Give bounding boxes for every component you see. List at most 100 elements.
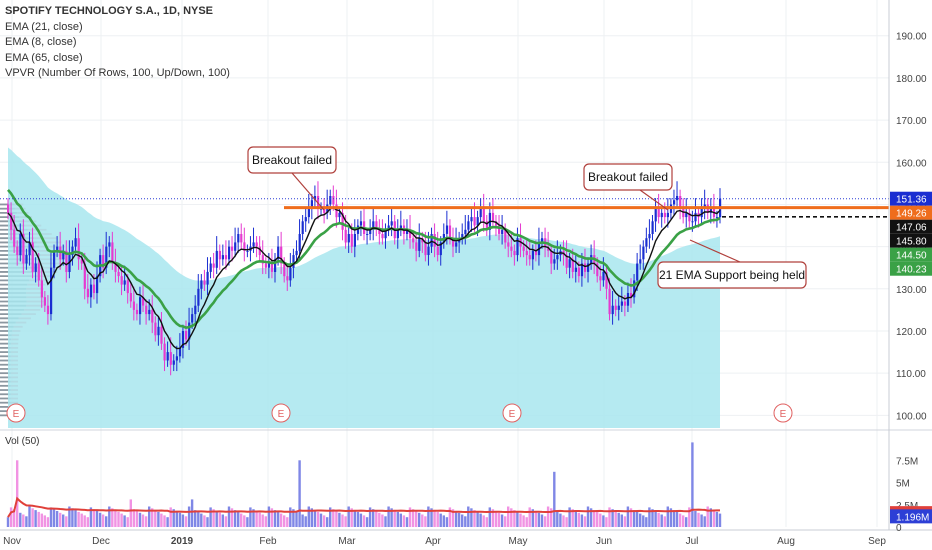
ema8-legend[interactable]: EMA (8, close) xyxy=(5,36,77,48)
candle-body xyxy=(645,238,648,247)
candle-body xyxy=(390,221,393,226)
volume-bar xyxy=(411,509,415,527)
candle-body xyxy=(584,263,587,272)
candle-body xyxy=(556,255,559,260)
candle-body xyxy=(31,242,34,272)
volume-bar xyxy=(525,517,528,527)
volume-bar xyxy=(194,510,197,527)
volume-bar xyxy=(565,517,568,527)
candle-body xyxy=(206,271,209,285)
volume-bar xyxy=(279,513,283,527)
candle-body xyxy=(642,246,645,260)
candle-body xyxy=(599,276,602,281)
candle-body xyxy=(568,259,571,268)
volume-bar xyxy=(240,513,243,527)
candle-body xyxy=(16,246,19,255)
candle-body xyxy=(274,259,277,272)
volume-bar xyxy=(37,511,40,527)
candle-body xyxy=(614,305,617,310)
volume-bar xyxy=(617,512,620,527)
volume-bar xyxy=(313,510,317,527)
candle-body xyxy=(375,221,378,230)
candle-body xyxy=(304,217,307,222)
candle-body xyxy=(277,246,280,260)
volume-bar xyxy=(187,506,191,527)
symbol-title[interactable]: SPOTIFY TECHNOLOGY S.A., 1D, NYSE xyxy=(5,5,214,17)
candle-body xyxy=(525,250,528,256)
vpvr-legend[interactable]: VPVR (Number Of Rows, 100, Up/Down, 100) xyxy=(5,67,230,79)
callout-support-box xyxy=(657,261,807,289)
volume-bar xyxy=(556,511,559,527)
volume-bar xyxy=(562,515,565,527)
volume-bar xyxy=(375,511,378,527)
volume-bar xyxy=(372,509,375,527)
volume-bar xyxy=(138,512,142,527)
volume-bar xyxy=(166,517,169,527)
volume-bar xyxy=(436,511,439,527)
price-tag xyxy=(890,261,932,276)
volume-bar xyxy=(224,516,228,527)
candle-body xyxy=(234,242,237,251)
ema65-legend[interactable]: EMA (65, close) xyxy=(5,51,83,64)
y-tick-label: 130.00 xyxy=(896,285,927,296)
candle-body xyxy=(295,250,298,256)
volume-bar xyxy=(408,507,412,527)
candle-body xyxy=(372,221,375,230)
volume-bar xyxy=(270,508,274,527)
candle-body xyxy=(240,234,243,243)
volume-bar xyxy=(611,509,614,527)
volume-bar xyxy=(267,506,271,527)
candle-body xyxy=(528,255,531,260)
volume-bar xyxy=(626,506,630,527)
volume-bar xyxy=(55,511,59,527)
candle-body xyxy=(329,196,332,205)
volume-bar xyxy=(151,508,154,527)
volume-bar xyxy=(580,514,584,527)
volume-bar xyxy=(71,508,74,527)
candle-body xyxy=(105,246,108,268)
candle-body xyxy=(132,301,135,310)
volume-bar xyxy=(46,517,50,527)
candle-body xyxy=(313,196,317,201)
volume-bar xyxy=(230,508,234,527)
volume-bar xyxy=(98,512,102,527)
candle-body xyxy=(114,263,117,272)
volume-bar xyxy=(623,516,627,527)
candle-body xyxy=(347,234,350,243)
volume-bar xyxy=(497,512,501,527)
volume-bar xyxy=(114,510,117,527)
candle-body xyxy=(148,309,151,315)
candle-body xyxy=(424,242,427,256)
volume-bar xyxy=(365,517,369,527)
candle-body xyxy=(491,212,495,222)
volume-legend[interactable]: Vol (50) xyxy=(5,436,40,447)
candle-body xyxy=(86,288,89,298)
price-tag xyxy=(890,191,932,206)
x-tick-label: Sep xyxy=(868,536,886,547)
candle-body xyxy=(433,234,436,247)
candle-body xyxy=(117,271,120,277)
volume-bar xyxy=(175,511,178,527)
volume-bar xyxy=(461,514,464,527)
candle-body xyxy=(602,271,605,281)
candle-body xyxy=(123,280,126,285)
candle-body xyxy=(53,250,56,268)
candle-body xyxy=(663,212,666,218)
candle-body xyxy=(283,263,286,277)
volume-bar xyxy=(141,514,145,527)
volume-bar xyxy=(635,511,639,527)
volume-bar xyxy=(368,507,372,527)
candle-body xyxy=(200,280,203,289)
volume-bar xyxy=(651,509,654,527)
candle-body xyxy=(421,238,424,243)
ema21-legend[interactable]: EMA (21, close) xyxy=(5,20,83,33)
volume-bar xyxy=(605,517,608,527)
volume-bar xyxy=(215,511,218,527)
volume-bar xyxy=(583,516,587,527)
volume-bar xyxy=(101,514,105,527)
volume-bar xyxy=(181,514,185,527)
candle-body xyxy=(522,246,525,251)
volume-bar xyxy=(40,513,43,527)
volume-bar xyxy=(329,507,332,527)
